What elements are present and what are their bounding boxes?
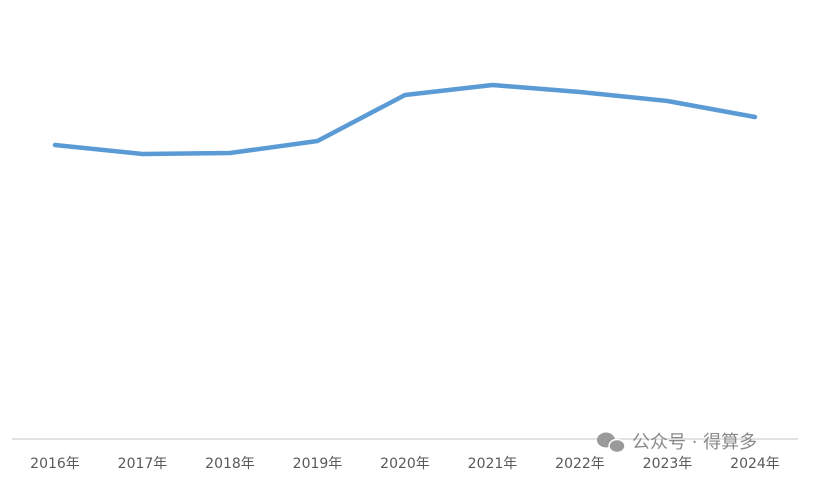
x-tick-label: 2023年 (643, 456, 693, 472)
x-tick-label: 2016年 (30, 456, 80, 472)
x-tick-label: 2024年 (730, 456, 780, 472)
watermark: 公众号 · 得算多 (632, 432, 757, 453)
x-tick-label: 2022年 (555, 456, 605, 472)
x-tick-label: 2020年 (380, 456, 430, 472)
watermark-icon (597, 432, 626, 454)
x-tick-label: 2019年 (293, 456, 343, 472)
x-tick-label: 2018年 (205, 456, 255, 472)
x-tick-label: 2017年 (118, 456, 168, 472)
x-tick-label: 2021年 (468, 456, 518, 472)
line-series (52, 82, 758, 157)
